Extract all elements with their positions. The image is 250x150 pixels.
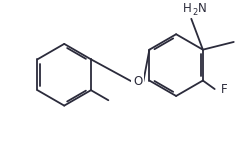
Text: F: F [220, 82, 227, 96]
Text: O: O [133, 75, 142, 88]
Text: 2: 2 [192, 8, 198, 17]
Text: H: H [182, 2, 191, 15]
Text: N: N [198, 2, 207, 15]
